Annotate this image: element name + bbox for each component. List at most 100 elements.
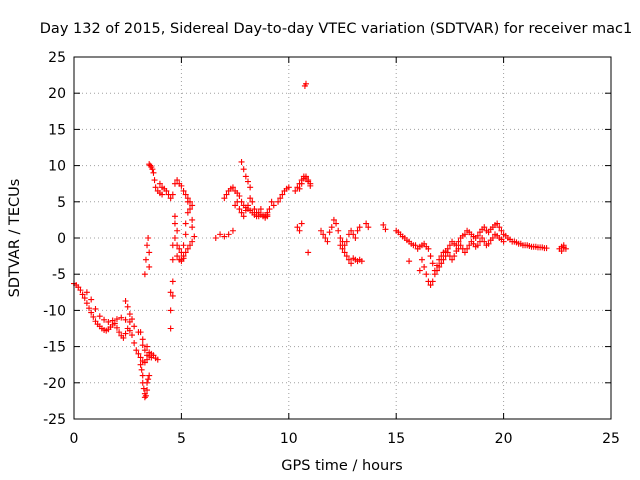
data-point: [363, 220, 370, 227]
data-point: [234, 198, 241, 205]
data-point: [81, 295, 88, 302]
data-point: [140, 385, 147, 392]
data-point: [279, 191, 286, 198]
y-tick-label: 20: [48, 86, 66, 102]
data-point: [247, 184, 254, 191]
data-point: [154, 356, 161, 363]
data-point: [238, 158, 245, 165]
data-point: [144, 242, 151, 249]
data-point: [285, 184, 292, 191]
data-point: [305, 249, 312, 256]
data-point: [174, 242, 181, 249]
data-point: [146, 249, 153, 256]
data-point: [159, 191, 166, 198]
data-point: [90, 313, 97, 320]
y-tick-label: 5: [57, 195, 66, 211]
data-point: [88, 309, 95, 316]
data-point: [169, 191, 176, 198]
data-point: [494, 220, 501, 227]
data-point: [146, 263, 153, 270]
data-point: [145, 235, 152, 241]
x-tick-label: 5: [177, 431, 186, 447]
data-point: [496, 224, 503, 231]
data-point: [135, 350, 142, 357]
data-point: [137, 329, 144, 336]
data-point: [296, 227, 303, 234]
data-point: [169, 256, 176, 263]
data-point: [144, 387, 151, 394]
data-point: [240, 213, 247, 220]
data-point: [142, 256, 149, 263]
data-point: [406, 258, 413, 265]
data-point: [481, 238, 488, 245]
data-point: [139, 336, 146, 343]
data-point: [429, 278, 436, 285]
data-point: [466, 242, 473, 249]
data-point: [558, 248, 565, 255]
data-point: [298, 220, 305, 227]
data-point: [147, 162, 154, 169]
data-point: [96, 313, 103, 320]
data-point: [421, 263, 428, 270]
data-point: [427, 253, 434, 260]
data-point: [126, 311, 133, 318]
data-point: [122, 297, 129, 304]
data-point: [229, 227, 236, 234]
data-point: [178, 182, 185, 189]
data-point: [294, 224, 301, 231]
data-point: [425, 245, 432, 252]
data-point: [365, 224, 372, 231]
data-point: [141, 271, 148, 278]
data-point: [163, 187, 170, 194]
y-tick-label: -5: [52, 267, 66, 283]
data-point: [330, 216, 337, 223]
data-point: [167, 289, 174, 296]
data-point: [128, 332, 135, 339]
data-point: [298, 180, 305, 187]
data-point: [128, 316, 135, 323]
data-point: [105, 318, 112, 325]
data-point: [169, 278, 176, 285]
data-point: [184, 209, 191, 216]
data-point: [305, 177, 312, 184]
data-point: [474, 232, 481, 239]
data-point: [431, 271, 438, 278]
data-point: [182, 249, 189, 256]
data-point: [148, 354, 155, 361]
data-point: [444, 249, 451, 256]
data-point: [182, 191, 189, 198]
data-point: [145, 376, 152, 383]
data-point: [152, 184, 159, 191]
chart-title: Day 132 of 2015, Sidereal Day-to-day VTE…: [40, 21, 632, 37]
data-point: [341, 249, 348, 256]
y-axis-ticks: -25 -20 -15 -10 -5 0 5 10 15 20 25: [43, 50, 611, 428]
data-point: [156, 180, 163, 187]
data-point: [77, 287, 84, 294]
data-point: [189, 224, 196, 231]
data-point: [464, 245, 471, 252]
data-point: [249, 198, 256, 205]
data-point: [320, 231, 327, 238]
y-tick-label: 15: [48, 122, 66, 138]
data-point: [137, 354, 144, 361]
data-point: [343, 238, 350, 245]
data-point: [144, 379, 151, 386]
data-point: [253, 209, 260, 216]
y-tick-label: 0: [57, 231, 66, 247]
data-point: [109, 317, 116, 324]
data-point: [350, 231, 357, 238]
data-point: [324, 238, 331, 245]
data-point: [354, 227, 361, 234]
data-point: [174, 177, 181, 184]
data-point: [167, 325, 174, 332]
data-point: [79, 291, 86, 298]
data-point: [142, 392, 149, 399]
data-point: [423, 271, 430, 278]
data-point: [449, 256, 456, 263]
data-point: [184, 198, 191, 205]
x-tick-label: 0: [70, 431, 79, 447]
data-point: [328, 224, 335, 231]
data-point: [182, 220, 189, 227]
data-point: [296, 185, 303, 192]
